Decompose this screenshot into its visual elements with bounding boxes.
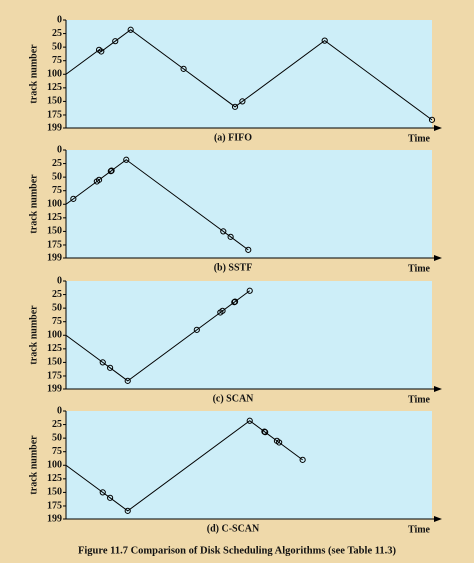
plot-area xyxy=(66,281,432,389)
y-tick-label: 0 xyxy=(57,14,62,25)
y-tick-label: 175 xyxy=(47,370,62,381)
y-tick-label: 75 xyxy=(52,446,62,457)
data-point xyxy=(95,176,103,183)
y-tick-label: 199 xyxy=(47,383,62,394)
data-point xyxy=(124,377,131,384)
data-point xyxy=(321,37,328,44)
data-point xyxy=(127,26,134,33)
y-tick-label: 100 xyxy=(47,330,62,341)
y-tick-label: 25 xyxy=(52,158,62,169)
y-tick-label: 50 xyxy=(52,432,62,443)
y-tick-label: 0 xyxy=(57,144,62,155)
data-point xyxy=(106,494,114,501)
y-tick-label: 175 xyxy=(47,109,62,120)
data-point xyxy=(124,507,131,514)
x-axis-arrow xyxy=(434,516,442,522)
data-point xyxy=(123,156,130,163)
y-tick-label: 150 xyxy=(47,96,62,107)
y-tick-label: 25 xyxy=(52,419,62,430)
panel-title: (c) SCAN xyxy=(213,393,255,404)
y-tick-label: 100 xyxy=(47,199,62,210)
y-tick-label: 125 xyxy=(47,82,62,93)
data-point xyxy=(106,364,114,371)
y-tick-label: 50 xyxy=(52,41,62,52)
y-tick-label: 0 xyxy=(57,405,62,416)
y-axis-label: track number xyxy=(28,305,39,365)
data-point xyxy=(98,48,105,55)
data-point xyxy=(246,417,253,424)
x-axis-arrow xyxy=(434,255,442,261)
data-point xyxy=(246,287,253,294)
data-point xyxy=(245,246,252,253)
data-point xyxy=(99,359,106,366)
x-axis-arrow xyxy=(434,125,442,131)
data-line xyxy=(65,420,303,512)
y-tick-label: 125 xyxy=(47,212,62,223)
x-axis-label: Time xyxy=(408,263,431,274)
y-tick-label: 100 xyxy=(47,460,62,471)
x-axis-label: Time xyxy=(408,133,431,144)
data-point xyxy=(227,233,234,240)
y-tick-label: 75 xyxy=(52,55,62,66)
data-point xyxy=(219,307,226,314)
data-point xyxy=(70,195,77,202)
data-point xyxy=(220,228,227,235)
y-tick-label: 199 xyxy=(47,122,62,133)
y-tick-label: 25 xyxy=(52,289,62,300)
y-tick-label: 199 xyxy=(47,513,62,524)
data-point xyxy=(99,489,106,496)
data-line xyxy=(65,29,433,121)
data-point xyxy=(239,98,246,105)
y-tick-label: 125 xyxy=(47,473,62,484)
panel-title: (d) C-SCAN xyxy=(207,523,260,534)
y-tick-label: 175 xyxy=(47,500,62,511)
y-tick-label: 75 xyxy=(52,316,62,327)
y-axis-label: track number xyxy=(28,44,39,104)
y-tick-label: 150 xyxy=(47,487,62,498)
data-point xyxy=(108,167,115,174)
data-point xyxy=(180,65,187,72)
panel-title: (a) FIFO xyxy=(214,132,252,143)
data-point xyxy=(112,38,119,45)
data-line xyxy=(65,290,251,382)
x-axis-label: Time xyxy=(408,394,431,405)
y-tick-label: 50 xyxy=(52,171,62,182)
y-axis-label: track number xyxy=(28,435,39,495)
data-point xyxy=(231,103,239,110)
caption: Figure 11.7 Comparison of Disk Schedulin… xyxy=(78,545,397,556)
data-point xyxy=(299,456,306,463)
plot-area xyxy=(66,411,432,519)
data-line xyxy=(65,159,249,251)
data-point xyxy=(231,298,239,305)
y-tick-label: 199 xyxy=(47,252,62,263)
y-tick-label: 150 xyxy=(47,357,62,368)
plot-area xyxy=(66,150,432,258)
y-tick-label: 0 xyxy=(57,275,62,286)
data-point xyxy=(262,429,269,436)
data-point xyxy=(428,116,436,123)
data-point xyxy=(276,439,283,446)
x-axis-label: Time xyxy=(408,524,431,535)
y-axis-label: track number xyxy=(28,174,39,234)
y-tick-label: 175 xyxy=(47,239,62,250)
y-tick-label: 125 xyxy=(47,343,62,354)
plot-area xyxy=(66,20,432,128)
y-tick-label: 50 xyxy=(52,302,62,313)
y-tick-label: 75 xyxy=(52,185,62,196)
x-axis-arrow xyxy=(434,386,442,392)
y-tick-label: 100 xyxy=(47,69,62,80)
y-tick-label: 150 xyxy=(47,226,62,237)
y-tick-label: 25 xyxy=(52,28,62,39)
data-point xyxy=(193,326,200,333)
panel-title: (b) SSTF xyxy=(214,262,253,273)
